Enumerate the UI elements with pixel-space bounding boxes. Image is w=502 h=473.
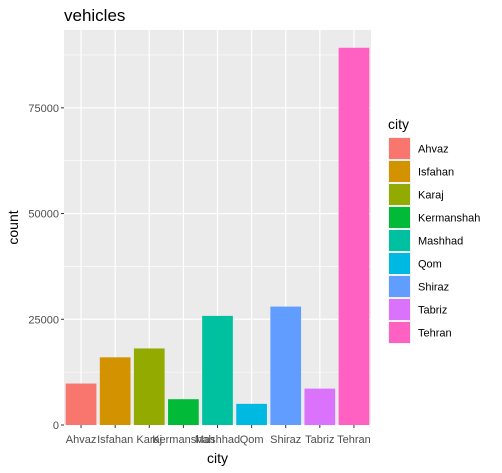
x-axis-title: city bbox=[207, 450, 228, 466]
x-tick-label: Shiraz bbox=[270, 434, 301, 446]
legend-label: Qom bbox=[418, 259, 442, 271]
x-tick-label: Karaj bbox=[136, 434, 162, 446]
x-tick-label: Isfahan bbox=[97, 434, 133, 446]
bar-mashhad bbox=[202, 315, 233, 425]
legend-label: Tehran bbox=[418, 328, 452, 340]
y-tick-label: 25000 bbox=[28, 314, 59, 326]
bar-shiraz bbox=[270, 306, 302, 425]
legend: city Ahvaz Isfahan Karaj Kermanshah Mashhad Q… bbox=[388, 116, 480, 344]
bar-karaj bbox=[133, 348, 165, 425]
legend-swatch bbox=[389, 230, 410, 251]
legend-swatch bbox=[389, 253, 410, 274]
y-tick-label: 0 bbox=[53, 420, 59, 432]
bar-tabriz bbox=[304, 388, 336, 425]
y-axis: 0 25000 50000 75000 bbox=[28, 103, 64, 432]
legend-swatch bbox=[389, 299, 410, 320]
chart-title: vehicles bbox=[64, 6, 125, 25]
x-tick-label: Tabriz bbox=[305, 434, 334, 446]
legend-title: city bbox=[388, 116, 409, 132]
legend-swatch bbox=[389, 207, 410, 228]
bars bbox=[65, 47, 370, 425]
x-tick-label: Mashhad bbox=[195, 434, 240, 446]
legend-label: Kermanshah bbox=[418, 213, 480, 225]
bar-ahvaz bbox=[65, 383, 97, 425]
bar-isfahan bbox=[99, 357, 131, 425]
bar-tehran bbox=[338, 47, 370, 425]
legend-label: Isfahan bbox=[418, 167, 454, 179]
legend-label: Karaj bbox=[418, 190, 444, 202]
bar-kermanshah bbox=[168, 399, 199, 425]
legend-label: Ahvaz bbox=[418, 144, 449, 156]
y-axis-title: count bbox=[5, 210, 21, 244]
y-tick-label: 75000 bbox=[28, 103, 59, 115]
x-tick-label: Qom bbox=[240, 434, 264, 446]
legend-swatch bbox=[389, 322, 410, 343]
legend-label: Tabriz bbox=[418, 305, 447, 317]
legend-swatch bbox=[389, 276, 410, 297]
bar-qom bbox=[236, 403, 267, 425]
legend-label: Mashhad bbox=[418, 236, 463, 248]
legend-swatch bbox=[389, 161, 410, 182]
legend-label: Shiraz bbox=[418, 282, 449, 294]
legend-items: Ahvaz Isfahan Karaj Kermanshah Mashhad Qom Shi… bbox=[388, 137, 480, 344]
y-tick-label: 50000 bbox=[28, 209, 59, 221]
x-tick-label: Tehran bbox=[337, 434, 371, 446]
legend-swatch bbox=[389, 184, 410, 205]
legend-swatch bbox=[389, 138, 410, 159]
x-tick-label: Ahvaz bbox=[66, 434, 97, 446]
x-tick-label: Kermanshah bbox=[152, 434, 214, 446]
